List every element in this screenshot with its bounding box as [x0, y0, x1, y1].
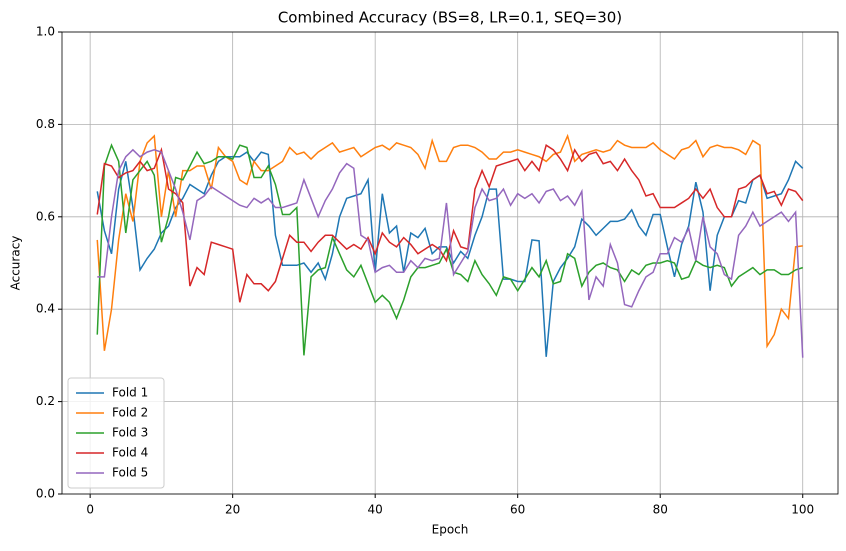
- series-line: [96, 144, 804, 303]
- y-tick-label: 0.8: [36, 117, 55, 131]
- legend-label: Fold 5: [112, 466, 148, 480]
- series-line: [96, 133, 803, 351]
- legend-box: [67, 377, 165, 489]
- x-axis-label: Epoch: [432, 523, 469, 537]
- x-tick-label: 40: [368, 503, 383, 517]
- legend-label: Fold 1: [112, 386, 148, 400]
- plot-frame: [61, 31, 839, 495]
- y-axis-label: Accuracy: [9, 236, 23, 291]
- x-tick-label: 100: [791, 503, 814, 517]
- x-tick-label: 0: [86, 503, 94, 517]
- y-tick-label: 0.0: [36, 487, 55, 501]
- y-tick-label: 0.6: [36, 209, 55, 223]
- legend: Fold 1 Fold 2 Fold 3 Fold 4 Fold 5: [67, 377, 165, 489]
- series-line: [97, 148, 804, 358]
- y-tick-label: 0.2: [36, 394, 55, 408]
- legend-label: Fold 2: [112, 406, 148, 420]
- y-tick-label: 0.4: [36, 302, 55, 316]
- y-tick-label: 1.0: [36, 25, 55, 39]
- chart-title: Combined Accuracy (BS=8, LR=0.1, SEQ=30): [278, 9, 622, 27]
- x-tick-label: 60: [510, 503, 525, 517]
- series-line: [96, 143, 803, 356]
- legend-label: Fold 3: [112, 426, 148, 440]
- x-tick-label: 20: [225, 503, 240, 517]
- legend-label: Fold 4: [112, 446, 148, 460]
- x-tick-label: 80: [653, 503, 668, 517]
